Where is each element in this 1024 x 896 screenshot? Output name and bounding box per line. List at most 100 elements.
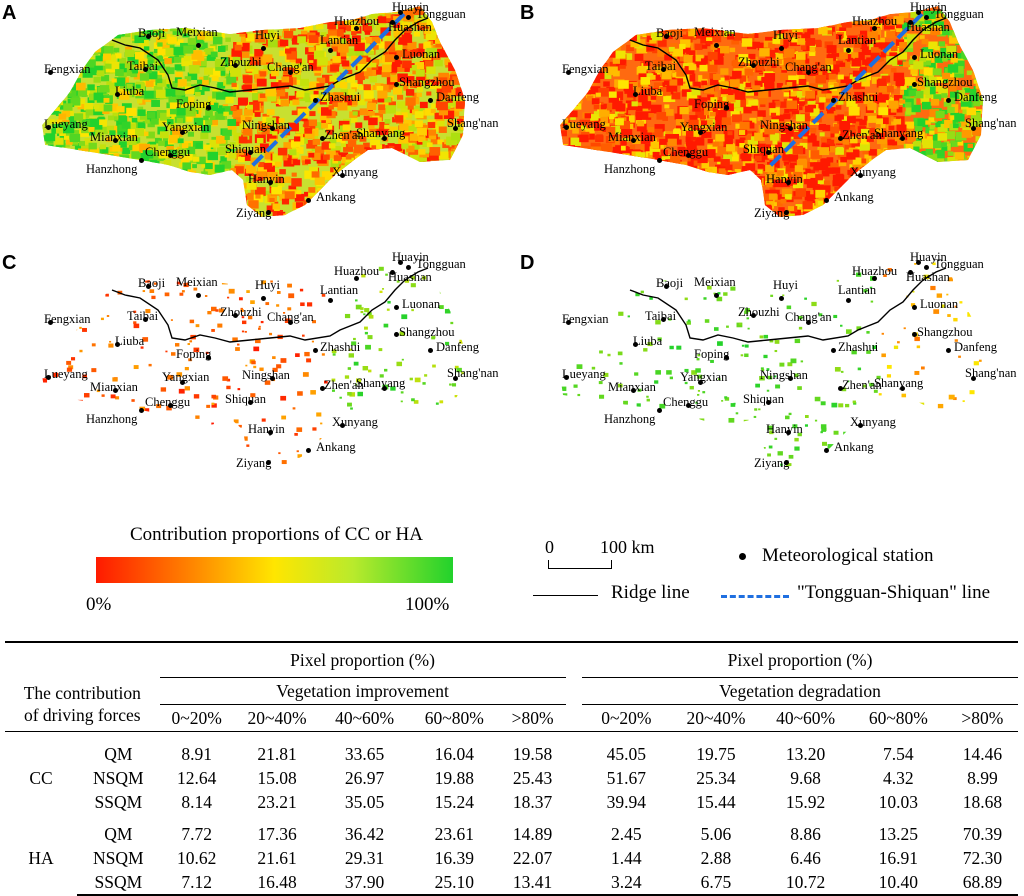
raster-pixel	[132, 215, 142, 217]
raster-pixel	[204, 9, 215, 17]
raster-pixel	[316, 83, 325, 90]
raster-pixel	[232, 108, 243, 118]
raster-pixel	[981, 197, 983, 205]
raster-pixel	[123, 31, 131, 38]
raster-pixel	[152, 188, 163, 198]
raster-pixel	[688, 98, 698, 106]
raster-pixel	[169, 108, 177, 115]
raster-pixel	[600, 104, 607, 110]
raster-pixel	[332, 56, 341, 63]
raster-pixel	[43, 79, 55, 89]
raster-pixel	[605, 181, 614, 189]
raster-pixel	[975, 208, 983, 216]
raster-pixel	[620, 186, 630, 195]
raster-pixel	[180, 205, 191, 214]
raster-pixel	[266, 134, 277, 142]
raster-pixel	[806, 174, 813, 180]
raster-pixel	[270, 7, 282, 16]
raster-pixel	[459, 133, 465, 141]
raster-pixel	[53, 79, 62, 86]
raster-pixel	[300, 6, 312, 15]
raster-pixel	[671, 92, 681, 100]
raster-pixel	[56, 119, 62, 124]
raster-pixel	[313, 90, 319, 95]
raster-pixel	[570, 115, 576, 120]
raster-pixel	[270, 12, 281, 21]
raster-pixel	[297, 36, 306, 44]
raster-pixel	[99, 184, 107, 190]
raster-pixel	[81, 176, 88, 182]
raster-pixel	[89, 209, 95, 214]
raster-pixel	[710, 197, 719, 204]
raster-pixel	[890, 197, 901, 206]
raster-pixel	[696, 60, 706, 68]
raster-pixel	[886, 203, 893, 209]
raster-pixel	[754, 23, 765, 32]
raster-pixel	[603, 35, 613, 43]
raster-pixel	[45, 18, 56, 27]
raster-pixel	[711, 205, 717, 210]
raster-pixel	[971, 176, 982, 185]
raster-pixel	[302, 86, 313, 95]
raster-pixel	[203, 188, 212, 195]
raster-pixel	[929, 180, 938, 188]
raster-pixel	[70, 97, 81, 106]
raster-pixel	[789, 162, 797, 169]
raster-pixel	[683, 54, 694, 63]
raster-pixel	[408, 177, 415, 183]
raster-pixel	[878, 85, 887, 93]
raster-pixel	[830, 64, 840, 72]
raster-pixel	[918, 174, 928, 182]
raster-pixel	[205, 162, 213, 170]
raster-pixel	[106, 81, 116, 89]
raster-pixel	[735, 98, 747, 108]
raster-pixel	[681, 207, 691, 215]
raster-pixel	[101, 153, 109, 160]
raster-pixel	[897, 131, 908, 141]
raster-pixel	[752, 186, 760, 192]
raster-pixel	[601, 180, 610, 188]
raster-pixel	[798, 78, 807, 85]
raster-pixel	[839, 62, 846, 67]
raster-pixel	[276, 35, 282, 40]
raster-pixel	[186, 106, 196, 114]
raster-pixel	[613, 71, 620, 77]
raster-pixel	[394, 130, 402, 137]
raster-pixel	[132, 68, 138, 74]
raster-pixel	[396, 156, 403, 162]
raster-pixel	[891, 149, 899, 156]
raster-pixel	[405, 113, 413, 119]
raster-pixel	[454, 202, 461, 207]
raster-pixel	[154, 48, 160, 53]
raster-pixel	[413, 186, 420, 192]
raster-pixel	[564, 219, 570, 224]
raster-pixel	[815, 74, 827, 84]
raster-pixel	[730, 199, 742, 208]
raster-pixel	[210, 51, 218, 58]
raster-pixel	[655, 16, 661, 21]
raster-pixel	[588, 182, 598, 190]
raster-pixel	[411, 183, 420, 190]
raster-pixel	[350, 82, 359, 89]
raster-pixel	[904, 44, 914, 52]
raster-pixel	[119, 189, 126, 195]
raster-pixel	[403, 217, 413, 225]
raster-pixel	[585, 180, 593, 187]
raster-pixel	[598, 87, 610, 97]
raster-pixel	[221, 61, 229, 68]
raster-pixel	[875, 95, 886, 104]
raster-pixel	[57, 213, 64, 217]
raster-pixel	[878, 92, 884, 97]
raster-pixel	[673, 199, 680, 204]
raster-pixel	[629, 197, 636, 202]
raster-pixel	[180, 209, 189, 216]
raster-pixel	[295, 202, 304, 209]
raster-pixel	[233, 132, 244, 141]
raster-pixel	[242, 13, 254, 22]
raster-pixel	[859, 119, 867, 126]
raster-pixel	[355, 57, 367, 67]
raster-pixel	[953, 180, 963, 189]
raster-pixel	[179, 104, 186, 110]
raster-pixel	[883, 215, 889, 217]
raster-pixel	[393, 218, 404, 225]
